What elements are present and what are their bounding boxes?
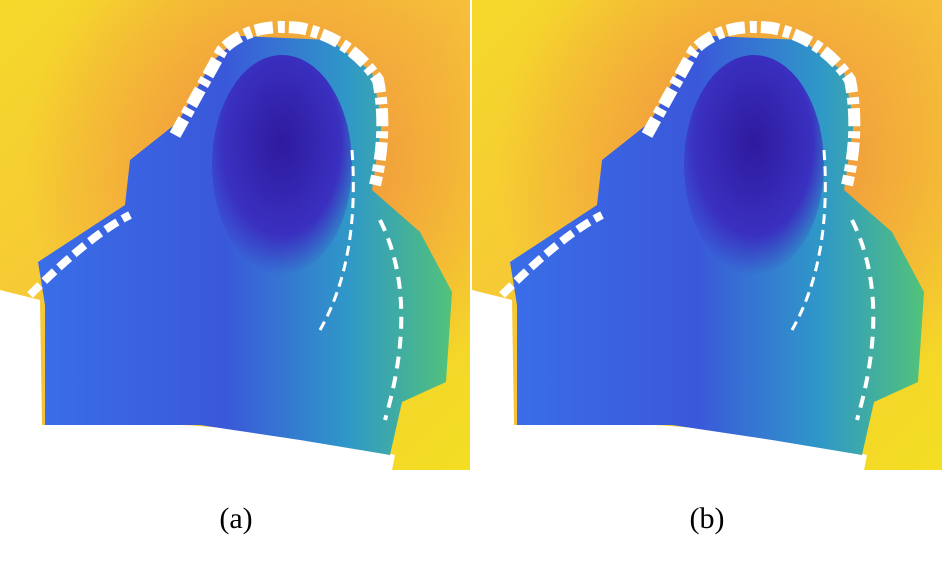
panel-a-image: [0, 0, 470, 470]
panel-b-image: [472, 0, 942, 470]
caption: (b): [690, 502, 725, 535]
caption: (a): [219, 502, 252, 535]
